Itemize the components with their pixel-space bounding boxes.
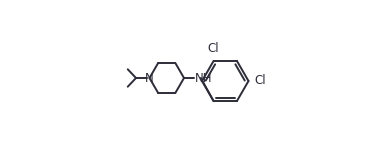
Text: N: N xyxy=(145,72,154,84)
Text: Cl: Cl xyxy=(254,74,266,87)
Text: Cl: Cl xyxy=(207,42,219,55)
Text: NH: NH xyxy=(195,72,213,84)
